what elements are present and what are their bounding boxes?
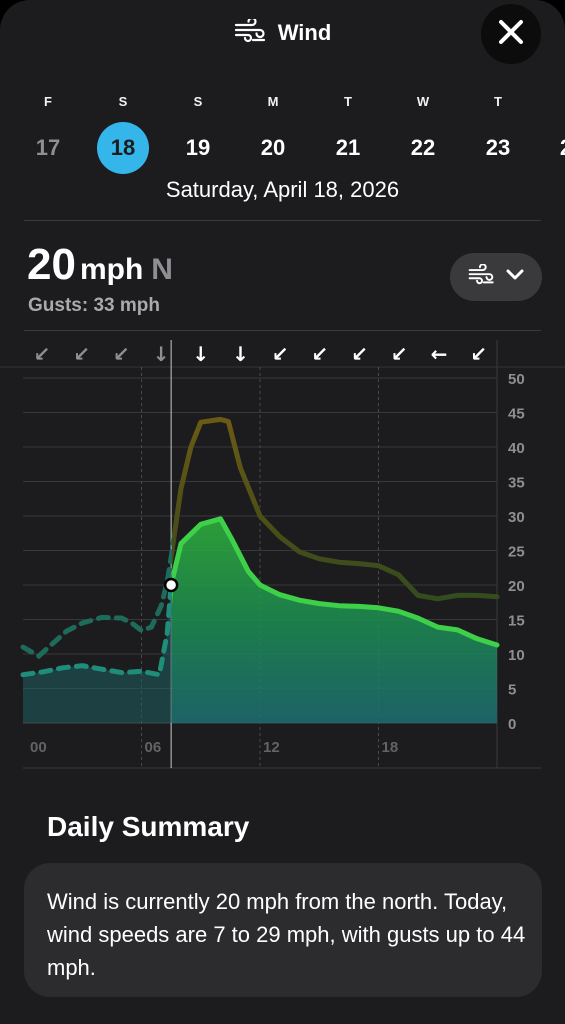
y-tick-label: 40 <box>508 440 525 457</box>
date-item[interactable]: 19 <box>185 135 211 160</box>
y-tick-label: 25 <box>508 544 525 561</box>
weekday-label: W <box>416 94 430 109</box>
wind-icon <box>234 16 268 48</box>
speed-area-past <box>23 581 172 723</box>
weekday-label: S <box>118 94 128 109</box>
speed-line-past <box>20 570 172 678</box>
direction-arrow: ↙ <box>73 342 90 366</box>
direction-arrow: ↙ <box>312 342 329 366</box>
x-tick-label: 06 <box>145 739 162 756</box>
direction-arrow: ↙ <box>470 342 487 366</box>
current-gusts: Gusts: 33 mph <box>28 295 160 316</box>
gust-line <box>172 416 500 602</box>
page-title: Wind <box>277 20 332 45</box>
chart-type-selector[interactable] <box>450 253 542 301</box>
wind-icon <box>468 262 496 291</box>
direction-arrow: ↙ <box>391 342 408 366</box>
speed-unit: mph <box>79 253 144 286</box>
current-wind: 20 mph N <box>27 240 173 290</box>
speed-line <box>172 516 500 648</box>
y-tick-label: 50 <box>508 371 525 388</box>
header: Wind <box>0 14 565 52</box>
close-button[interactable] <box>481 4 541 64</box>
y-tick-label: 35 <box>508 475 525 492</box>
y-tick-label: 15 <box>508 613 525 630</box>
y-tick-label: 0 <box>508 716 516 733</box>
direction-arrow: ↓ <box>192 342 209 366</box>
date-item[interactable]: 22 <box>410 135 436 160</box>
chevron-down-icon <box>506 268 524 286</box>
date-item[interactable]: 20 <box>260 135 286 160</box>
y-tick-label: 45 <box>508 406 525 423</box>
direction-arrow: ↙ <box>351 342 368 366</box>
date-item[interactable]: 23 <box>485 135 511 160</box>
divider <box>24 220 541 221</box>
close-icon <box>498 19 524 50</box>
x-tick-label: 12 <box>263 739 280 756</box>
date-item[interactable]: 2 <box>540 122 565 174</box>
y-tick-label: 10 <box>508 647 525 664</box>
weekday-label: T <box>494 94 502 109</box>
direction-arrow: ← <box>431 342 448 366</box>
gust-line-past <box>20 533 172 660</box>
summary-text: Wind is currently 20 mph from the north.… <box>47 889 526 980</box>
weekday-label: M <box>267 94 279 109</box>
direction-arrow: ↓ <box>153 342 170 366</box>
summary-card: Wind is currently 20 mph from the north.… <box>24 863 542 997</box>
summary-title: Daily Summary <box>47 811 250 842</box>
weekday-label: S <box>193 94 203 109</box>
direction-arrow: ↙ <box>34 342 51 366</box>
direction-arrow: ↓ <box>232 342 249 366</box>
x-tick-label: 18 <box>382 739 399 756</box>
date-item[interactable]: 21 <box>335 135 361 160</box>
current-speed: 20 <box>27 240 76 289</box>
y-tick-label: 5 <box>508 682 516 699</box>
date-item[interactable]: 17 <box>35 135 61 160</box>
wind-direction: N <box>151 253 173 286</box>
y-tick-label: 30 <box>508 509 525 526</box>
current-value-marker <box>163 577 179 593</box>
direction-arrow: ↙ <box>272 342 289 366</box>
y-tick-label: 20 <box>508 578 525 595</box>
weekday-label: T <box>344 94 352 109</box>
divider <box>24 330 541 331</box>
direction-arrow: ↙ <box>113 342 130 366</box>
x-tick-label: 00 <box>30 739 47 756</box>
date-selected[interactable]: 18 <box>97 122 149 174</box>
date-row: 17 18 19 20 21 22 23 2 <box>0 122 565 174</box>
speed-area <box>172 518 497 723</box>
weekday-label: F <box>44 94 52 109</box>
selected-date-label: Saturday, April 18, 2026 <box>165 177 400 202</box>
